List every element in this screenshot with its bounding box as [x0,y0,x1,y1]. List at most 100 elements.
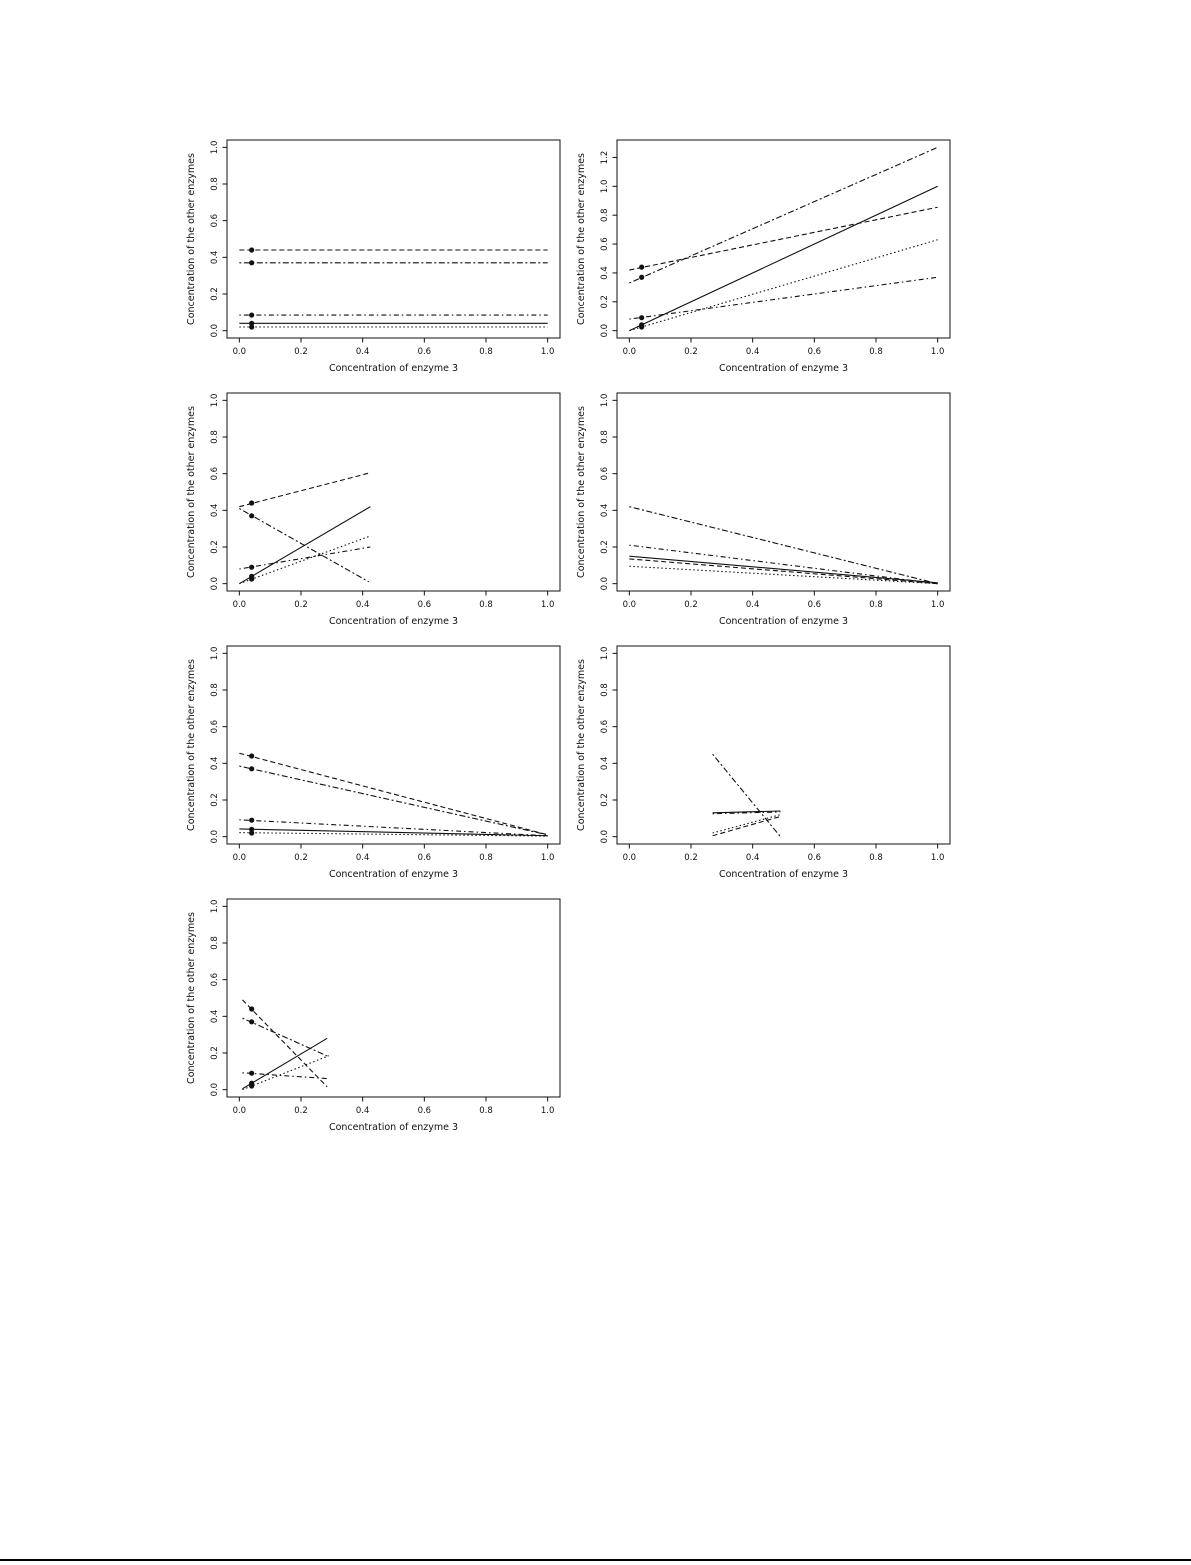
x-tick-label: 0.8 [479,600,493,610]
series-line-dotted [239,535,371,585]
plot-1-y-axis: 0.0 0.2 0.4 0.6 0.8 1.0 [210,141,227,338]
series-marker [249,564,255,570]
y-tick-label: 0.4 [600,757,610,771]
y-tick-label: 0.6 [210,214,220,228]
x-tick-label: 0.8 [479,853,493,863]
x-tick-label: 0.4 [356,347,370,357]
series-line-dotted [629,239,938,332]
plot-7-box [226,898,561,1098]
series-marker [249,1019,255,1025]
plot-3-x-axis-title: Concentration of enzyme 3 [329,616,458,627]
x-tick-label: 0.6 [808,347,822,357]
y-tick-label: 1.0 [600,394,610,408]
plot-2-y-axis-title: Concentration of the other enzymes [576,153,587,325]
series-line-dotdash [629,276,938,320]
plot-5: 0.0 0.2 0.4 0.6 0.8 1.0 Concentration of enzym… [170,634,565,887]
series-line-solid [629,555,938,584]
plot-5-x-axis-title: Concentration of enzyme 3 [329,869,458,880]
x-tick-label: 0.6 [808,853,822,863]
plot-6-x-axis-title: Concentration of enzyme 3 [719,869,848,880]
series-marker [249,830,255,836]
x-tick-label: 0.4 [746,347,760,357]
y-tick-label: 0.0 [210,324,220,338]
plot-3-canvas: 0.0 0.2 0.4 0.6 0.8 1.0 Concentration of enzym… [186,392,561,627]
plot-3: 0.0 0.2 0.4 0.6 0.8 1.0 Concentration of enzym… [170,381,565,634]
x-tick-label: 0.4 [356,853,370,863]
x-tick-label: 0.0 [233,600,247,610]
series-marker [249,1070,255,1076]
y-tick-label: 0.0 [210,1083,220,1097]
series-line-twodash [712,753,781,838]
y-tick-label: 0.8 [600,430,610,444]
series-line-twodash [629,146,938,284]
series-line-solid [629,185,938,332]
plot-2-x-axis-title: Concentration of enzyme 3 [719,363,848,374]
x-tick-label: 1.0 [541,1106,555,1116]
y-tick-label: 0.4 [210,251,220,265]
plot-1-x-axis-title: Concentration of enzyme 3 [329,363,458,374]
series-marker [249,753,255,759]
plot-5-box [226,645,561,845]
series-marker [639,315,645,321]
plot-7: 0.0 0.2 0.4 0.6 0.8 1.0 Concentration of enzym… [170,887,565,1140]
plot-4-box [616,392,951,592]
series-marker [249,247,255,253]
x-tick-label: 1.0 [541,347,555,357]
y-tick-label: 0.2 [600,793,610,807]
y-tick-label: 0.8 [210,683,220,697]
series-line-dotted [712,814,781,834]
x-tick-label: 0.0 [623,347,637,357]
y-tick-label: 0.8 [600,208,610,222]
y-tick-label: 0.6 [600,467,610,481]
plot-5-canvas: 0.0 0.2 0.4 0.6 0.8 1.0 Concentration of enzym… [186,645,561,880]
y-tick-label: 1.0 [210,647,220,661]
plot-1-y-axis-title: Concentration of the other enzymes [186,153,197,325]
plot-7-y-axis: 0.0 0.2 0.4 0.6 0.8 1.0 [210,900,227,1097]
y-tick-label: 1.0 [210,141,220,155]
plot-2-canvas: 0.0 0.2 0.4 0.6 0.8 1.0 Concentration of enzym… [576,139,951,374]
series-line-solid [239,506,371,585]
plot-4-y-axis: 0.0 0.2 0.4 0.6 0.8 1.0 [600,394,617,590]
x-tick-label: 0.6 [418,347,432,357]
series-marker [249,766,255,772]
y-tick-label: 0.2 [210,793,220,807]
x-tick-label: 0.0 [233,853,247,863]
x-tick-label: 1.0 [931,853,945,863]
plot-2-series [629,146,938,332]
series-line-twodash [239,765,548,836]
series-marker [249,1083,255,1089]
x-tick-label: 0.2 [684,600,698,610]
series-line-dotdash [712,811,781,815]
x-tick-label: 0.4 [356,600,370,610]
series-line-solid [242,1037,328,1090]
series-line-dotdash [239,819,548,837]
series-marker [249,1006,255,1012]
plot-6-y-axis-title: Concentration of the other enzymes [576,659,587,831]
series-marker [249,320,255,326]
series-marker [249,324,255,330]
plot-6-series [712,753,781,838]
plot-4-series [629,506,938,585]
y-tick-label: 0.8 [210,936,220,950]
plot-2-x-axis: 0.0 0.2 0.4 0.6 0.8 1.0 [623,338,945,357]
series-marker [639,324,645,330]
x-tick-label: 0.6 [418,1106,432,1116]
plot-1-canvas: 0.0 0.2 0.4 0.6 0.8 1.0 Concentration of enzym… [186,139,561,374]
x-tick-label: 1.0 [931,347,945,357]
plot-3-x-axis: 0.0 0.2 0.4 0.6 0.8 1.0 [233,591,554,610]
plot-3-box [226,392,561,592]
plot-1-box [226,139,561,339]
plot-7-x-axis-title: Concentration of enzyme 3 [329,1122,458,1133]
x-tick-label: 0.2 [294,347,308,357]
plot-2-box [616,139,951,339]
plot-5-x-axis: 0.0 0.2 0.4 0.6 0.8 1.0 [233,844,554,863]
y-tick-label: 0.4 [600,266,610,280]
series-line-solid [712,810,781,814]
x-tick-label: 0.2 [294,600,308,610]
y-tick-label: 0.2 [210,1046,220,1060]
x-tick-label: 0.0 [233,347,247,357]
plot-3-series [239,472,371,585]
plot-3-y-axis: 0.0 0.2 0.4 0.6 0.8 1.0 [210,394,227,590]
x-tick-label: 0.6 [418,853,432,863]
y-tick-label: 0.2 [210,287,220,301]
